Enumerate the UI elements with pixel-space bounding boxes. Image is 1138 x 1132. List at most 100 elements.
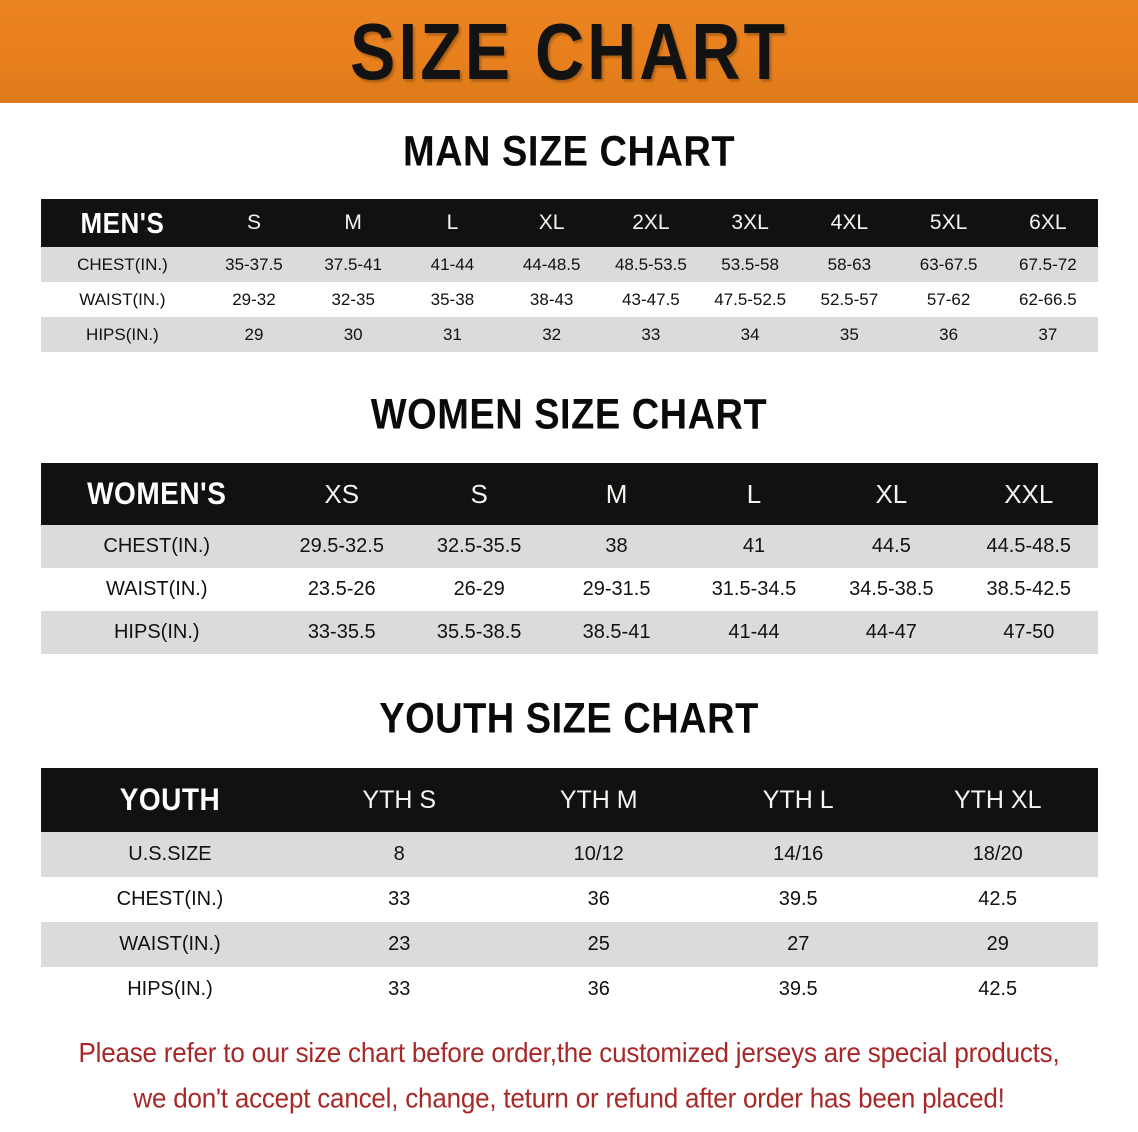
women-measurement-cell: 41 <box>685 525 823 568</box>
youth-measurement-cell: 29 <box>897 922 1098 967</box>
man-measurement-cell: 48.5-53.5 <box>601 247 701 282</box>
women-row-label: CHEST(IN.) <box>40 525 274 568</box>
women-size-chart-table-wrap: WOMEN'S XS S M L XL XXL CHEST(IN.) 29.5-32.5 32.5… <box>40 463 1098 654</box>
women-size-chart-table: WOMEN'S XS S M L XL XXL CHEST(IN.) 29.5-32.5 32.5… <box>40 463 1098 654</box>
man-measurement-cell: 62-66.5 <box>998 282 1098 317</box>
women-measurement-cell: 32.5-35.5 <box>410 525 548 568</box>
man-table-header-row: MEN'S S M L XL 2XL 3XL 4XL 5XL 6XL <box>40 199 1098 247</box>
youth-measurement-cell: 14/16 <box>698 832 898 877</box>
women-section-title: WOMEN SIZE CHART <box>370 391 768 439</box>
table-row: U.S.SIZE 8 10/12 14/16 18/20 <box>40 832 1098 877</box>
youth-size-column-header: YTH XL <box>953 785 1042 814</box>
women-table-header-row: WOMEN'S XS S M L XL XXL <box>40 463 1098 525</box>
man-measurement-cell: 35-37.5 <box>204 247 304 282</box>
man-measurement-cell: 43-47.5 <box>601 282 701 317</box>
banner-title: SIZE CHART <box>350 6 788 97</box>
man-measurement-cell: 41-44 <box>402 247 503 282</box>
man-size-column-header: L <box>446 211 459 234</box>
youth-row-label: HIPS(IN.) <box>40 967 300 1012</box>
women-measurement-cell: 38.5-41 <box>547 611 686 654</box>
man-measurement-cell: 63-67.5 <box>898 247 999 282</box>
women-measurement-cell: 38.5-42.5 <box>960 568 1098 611</box>
youth-measurement-cell: 18/20 <box>897 832 1098 877</box>
youth-measurement-cell: 39.5 <box>698 967 898 1012</box>
youth-table-header-row: YOUTH YTH S YTH M YTH L YTH XL <box>40 768 1098 832</box>
disclaimer-line-2: we don't accept cancel, change, teturn o… <box>133 1080 1005 1114</box>
table-row: WAIST(IN.) 29-32 32-35 35-38 38-43 43-47.5 47.… <box>40 282 1098 317</box>
women-measurement-cell: 41-44 <box>685 611 823 654</box>
youth-row-label: WAIST(IN.) <box>40 922 300 967</box>
man-measurement-cell: 52.5-57 <box>799 282 899 317</box>
women-size-column-header: XL <box>875 478 908 509</box>
women-measurement-cell: 31.5-34.5 <box>685 568 823 611</box>
youth-size-chart-table: YOUTH YTH S YTH M YTH L YTH XL U.S.SIZE 8 10/12… <box>40 768 1098 1012</box>
man-size-column-header: M <box>344 211 362 234</box>
man-size-chart-table-wrap: MEN'S S M L XL 2XL 3XL 4XL 5XL 6XL CHEST(IN.) 35-37… <box>40 199 1098 352</box>
table-row: WAIST(IN.) 23.5-26 26-29 29-31.5 31.5-34.5 34… <box>40 568 1098 611</box>
man-measurement-cell: 29 <box>204 317 304 352</box>
man-measurement-cell: 53.5-58 <box>700 247 800 282</box>
man-corner-label: MEN'S <box>41 199 205 247</box>
youth-measurement-cell: 27 <box>698 922 898 967</box>
man-section-title: MAN SIZE CHART <box>402 128 736 176</box>
disclaimer-note: Please refer to our size chart before or… <box>38 1031 1100 1121</box>
table-row: HIPS(IN.) 29 30 31 32 33 34 35 36 37 <box>40 317 1098 352</box>
youth-measurement-cell: 23 <box>299 922 499 967</box>
youth-measurement-cell: 36 <box>498 877 699 922</box>
banner: SIZE CHART <box>0 0 1138 103</box>
man-measurement-cell: 31 <box>402 317 503 352</box>
man-size-column-header: 5XL <box>929 211 968 234</box>
youth-section-title: YOUTH SIZE CHART <box>379 695 759 743</box>
youth-measurement-cell: 33 <box>299 877 499 922</box>
women-measurement-cell: 35.5-38.5 <box>410 611 548 654</box>
youth-measurement-cell: 8 <box>299 832 499 877</box>
man-size-column-header: S <box>246 211 261 234</box>
man-size-column-header: 6XL <box>1029 211 1067 234</box>
man-measurement-cell: 32-35 <box>303 282 403 317</box>
man-size-column-header: XL <box>538 211 565 234</box>
man-measurement-cell: 33 <box>601 317 701 352</box>
table-row: HIPS(IN.) 33 36 39.5 42.5 <box>40 967 1098 1012</box>
man-measurement-cell: 37.5-41 <box>303 247 403 282</box>
youth-row-label: U.S.SIZE <box>40 832 300 877</box>
man-measurement-cell: 58-63 <box>799 247 899 282</box>
man-measurement-cell: 30 <box>303 317 403 352</box>
youth-measurement-cell: 36 <box>498 967 699 1012</box>
women-measurement-cell: 26-29 <box>410 568 548 611</box>
table-row: WAIST(IN.) 23 25 27 29 <box>40 922 1098 967</box>
youth-size-column-header: YTH M <box>559 785 638 814</box>
women-measurement-cell: 44-47 <box>822 611 961 654</box>
man-measurement-cell: 29-32 <box>204 282 304 317</box>
women-size-column-header: M <box>605 478 628 509</box>
man-measurement-cell: 67.5-72 <box>998 247 1098 282</box>
women-measurement-cell: 34.5-38.5 <box>822 568 961 611</box>
women-size-column-header: L <box>746 478 762 509</box>
man-measurement-cell: 34 <box>700 317 800 352</box>
man-measurement-cell: 44-48.5 <box>502 247 602 282</box>
table-row: CHEST(IN.) 35-37.5 37.5-41 41-44 44-48.5 48.5… <box>40 247 1098 282</box>
women-measurement-cell: 33-35.5 <box>273 611 411 654</box>
youth-measurement-cell: 39.5 <box>698 877 898 922</box>
youth-measurement-cell: 10/12 <box>498 832 699 877</box>
youth-size-column-header: YTH L <box>762 785 834 814</box>
women-measurement-cell: 29.5-32.5 <box>273 525 411 568</box>
women-measurement-cell: 47-50 <box>960 611 1098 654</box>
man-measurement-cell: 37 <box>998 317 1098 352</box>
women-size-column-header: S <box>470 478 488 509</box>
women-size-column-header: XXL <box>1004 478 1054 509</box>
youth-size-column-header: YTH S <box>362 785 437 814</box>
man-measurement-cell: 35-38 <box>402 282 503 317</box>
man-size-column-header: 3XL <box>731 211 769 234</box>
man-measurement-cell: 36 <box>898 317 999 352</box>
man-size-column-header: 2XL <box>632 211 670 234</box>
man-row-label: HIPS(IN.) <box>40 317 205 352</box>
man-measurement-cell: 32 <box>502 317 602 352</box>
women-measurement-cell: 23.5-26 <box>273 568 411 611</box>
women-measurement-cell: 29-31.5 <box>547 568 686 611</box>
women-measurement-cell: 38 <box>547 525 686 568</box>
women-measurement-cell: 44.5 <box>822 525 961 568</box>
youth-measurement-cell: 42.5 <box>897 967 1098 1012</box>
man-measurement-cell: 35 <box>799 317 899 352</box>
women-corner-label-text: WOMEN'S <box>87 476 227 511</box>
man-row-label: CHEST(IN.) <box>40 247 205 282</box>
